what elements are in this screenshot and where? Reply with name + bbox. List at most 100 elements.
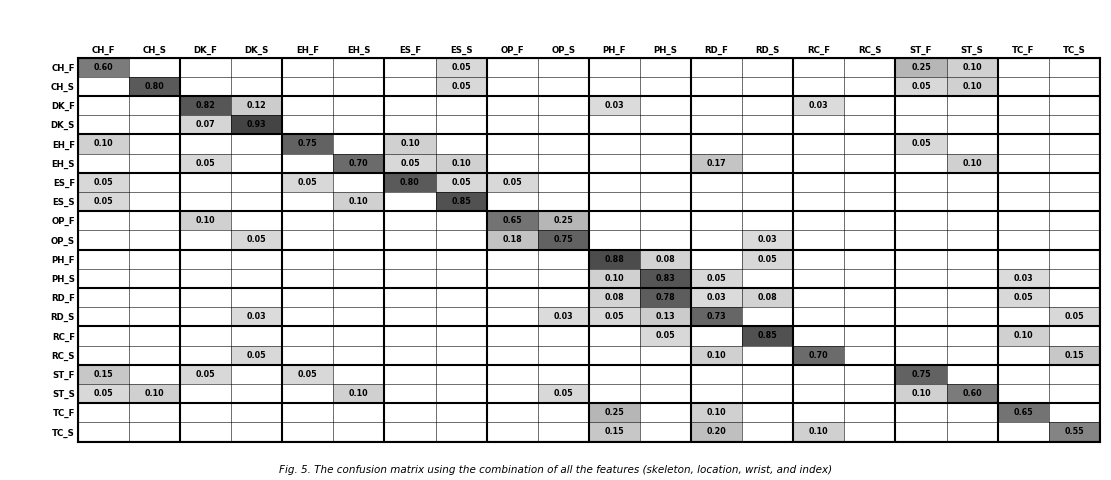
Text: 0.05: 0.05 [93, 178, 113, 187]
Bar [947, 58, 998, 77]
Bar [793, 422, 844, 442]
Text: 0.60: 0.60 [962, 389, 982, 398]
Bar [742, 288, 793, 307]
Bar [282, 365, 333, 384]
Text: 0.88: 0.88 [604, 255, 624, 264]
Text: 0.10: 0.10 [451, 159, 471, 168]
Bar [947, 77, 998, 96]
Bar [947, 154, 998, 173]
Text: 0.05: 0.05 [93, 389, 113, 398]
Bar [691, 422, 742, 442]
Text: 0.75: 0.75 [298, 140, 318, 148]
Text: 0.05: 0.05 [451, 178, 471, 187]
Text: 0.65: 0.65 [1013, 408, 1033, 417]
Bar [589, 422, 640, 442]
Text: 0.08: 0.08 [758, 293, 778, 302]
Text: 0.05: 0.05 [1064, 312, 1084, 321]
Text: 0.17: 0.17 [707, 159, 727, 168]
Bar [384, 173, 436, 192]
Text: 0.05: 0.05 [1013, 293, 1033, 302]
Bar [742, 326, 793, 346]
Text: 0.25: 0.25 [553, 216, 573, 225]
Text: 0.60: 0.60 [93, 63, 113, 72]
Text: 0.83: 0.83 [655, 274, 675, 283]
Bar [129, 384, 180, 403]
Text: 0.82: 0.82 [196, 101, 216, 110]
Text: 0.10: 0.10 [707, 351, 727, 360]
Bar [895, 365, 947, 384]
Bar [589, 288, 640, 307]
Bar [180, 154, 231, 173]
Text: 0.55: 0.55 [1064, 428, 1084, 436]
Text: 0.05: 0.05 [553, 389, 573, 398]
Text: 0.70: 0.70 [809, 351, 829, 360]
Text: 0.05: 0.05 [298, 370, 318, 379]
Text: 0.03: 0.03 [707, 293, 727, 302]
Bar [231, 346, 282, 365]
Text: 0.85: 0.85 [758, 332, 778, 340]
Bar [538, 307, 589, 326]
Bar [998, 326, 1049, 346]
Text: Fig. 5. The confusion matrix using the combination of all the features (skeleton: Fig. 5. The confusion matrix using the c… [279, 465, 832, 475]
Text: 0.05: 0.05 [655, 332, 675, 340]
Text: 0.80: 0.80 [144, 82, 164, 91]
Text: 0.10: 0.10 [349, 389, 369, 398]
Text: 0.75: 0.75 [911, 370, 931, 379]
Bar [691, 346, 742, 365]
Text: 0.03: 0.03 [604, 101, 624, 110]
Bar [1049, 346, 1100, 365]
Text: 0.03: 0.03 [247, 312, 267, 321]
Bar [895, 77, 947, 96]
Bar [384, 134, 436, 154]
Bar [436, 173, 487, 192]
Text: 0.05: 0.05 [298, 178, 318, 187]
Text: 0.10: 0.10 [144, 389, 164, 398]
Bar [589, 96, 640, 115]
Text: 0.93: 0.93 [247, 120, 267, 129]
Text: 0.25: 0.25 [911, 63, 931, 72]
Text: 0.05: 0.05 [604, 312, 624, 321]
Text: 0.10: 0.10 [707, 408, 727, 417]
Bar [78, 365, 129, 384]
Bar [640, 269, 691, 288]
Text: 0.10: 0.10 [349, 197, 369, 206]
Text: 0.08: 0.08 [604, 293, 624, 302]
Text: 0.05: 0.05 [400, 159, 420, 168]
Bar [78, 134, 129, 154]
Bar [487, 230, 538, 250]
Bar [640, 326, 691, 346]
Text: 0.05: 0.05 [502, 178, 522, 187]
Bar [538, 230, 589, 250]
Bar [333, 384, 384, 403]
Bar [436, 192, 487, 211]
Bar [78, 173, 129, 192]
Bar [742, 230, 793, 250]
Bar [231, 307, 282, 326]
Bar [538, 384, 589, 403]
Text: 0.05: 0.05 [758, 255, 778, 264]
Bar [180, 115, 231, 134]
Bar [691, 403, 742, 422]
Text: 0.05: 0.05 [196, 159, 216, 168]
Text: 0.12: 0.12 [247, 101, 267, 110]
Bar [180, 96, 231, 115]
Text: 0.15: 0.15 [604, 428, 624, 436]
Bar [947, 384, 998, 403]
Bar [793, 346, 844, 365]
Text: 0.03: 0.03 [1013, 274, 1033, 283]
Bar [180, 211, 231, 230]
Bar [589, 307, 640, 326]
Text: 0.78: 0.78 [655, 293, 675, 302]
Bar [640, 288, 691, 307]
Bar [487, 173, 538, 192]
Text: 0.10: 0.10 [809, 428, 829, 436]
Text: 0.18: 0.18 [502, 236, 522, 244]
Bar [129, 77, 180, 96]
Bar [895, 58, 947, 77]
Bar [589, 403, 640, 422]
Text: 0.03: 0.03 [553, 312, 573, 321]
Bar [998, 403, 1049, 422]
Bar [691, 288, 742, 307]
Bar [1049, 307, 1100, 326]
Bar [231, 230, 282, 250]
